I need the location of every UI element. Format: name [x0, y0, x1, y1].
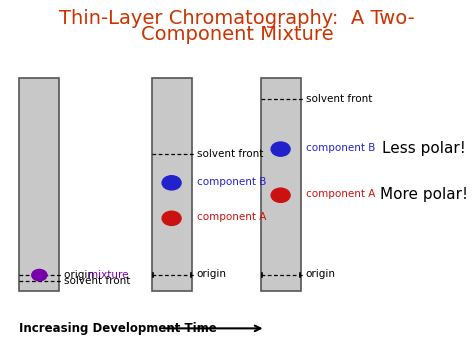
Text: solvent front: solvent front [306, 94, 372, 104]
Circle shape [271, 142, 290, 156]
Circle shape [271, 188, 290, 202]
Bar [152, 78, 192, 291]
Text: solvent front: solvent front [197, 149, 263, 159]
Text: Increasing Development Time: Increasing Development Time [19, 322, 217, 335]
Text: origin: origin [306, 269, 336, 279]
Text: Less polar!: Less polar! [383, 141, 466, 155]
Text: Component Mixture: Component Mixture [141, 25, 333, 44]
Text: component A: component A [306, 189, 375, 199]
Bar [261, 78, 301, 291]
Text: origin: origin [197, 269, 227, 279]
Text: component A: component A [197, 212, 266, 222]
Text: More polar!: More polar! [380, 187, 468, 202]
Text: component B: component B [306, 143, 375, 153]
Text: mixture: mixture [88, 270, 128, 280]
Text: solvent front: solvent front [64, 276, 130, 286]
Text: Thin-Layer Chromatography:  A Two-: Thin-Layer Chromatography: A Two- [59, 9, 415, 28]
Circle shape [162, 176, 181, 190]
Bar [19, 78, 59, 291]
Text: origin: origin [64, 270, 97, 280]
Circle shape [162, 211, 181, 225]
Text: component B: component B [197, 177, 266, 187]
Circle shape [32, 269, 47, 281]
